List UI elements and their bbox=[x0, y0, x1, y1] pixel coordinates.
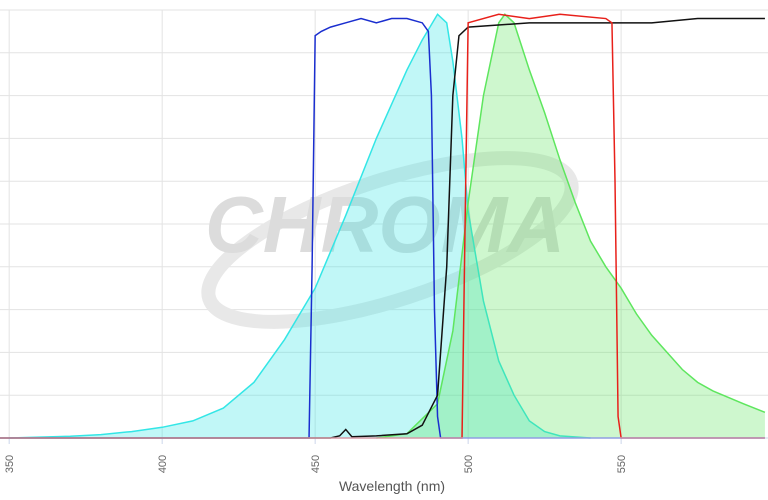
x-tick-label: 450 bbox=[310, 455, 322, 473]
x-tick-label: 400 bbox=[157, 455, 169, 473]
x-tick-label: 350 bbox=[4, 455, 16, 473]
series-area bbox=[9, 14, 591, 439]
series-line bbox=[0, 13, 765, 439]
series-line bbox=[9, 13, 591, 439]
series-line bbox=[0, 17, 765, 439]
x-axis-title: Wavelength (nm) bbox=[339, 478, 445, 494]
x-tick-label: 500 bbox=[463, 455, 475, 473]
series-area bbox=[376, 14, 765, 439]
watermark-logo: CHROMA bbox=[201, 151, 579, 329]
watermark: CHROMA bbox=[205, 180, 565, 269]
logo-swoosh bbox=[201, 151, 579, 329]
x-tick-label: 550 bbox=[616, 455, 628, 473]
series-line bbox=[0, 17, 765, 439]
